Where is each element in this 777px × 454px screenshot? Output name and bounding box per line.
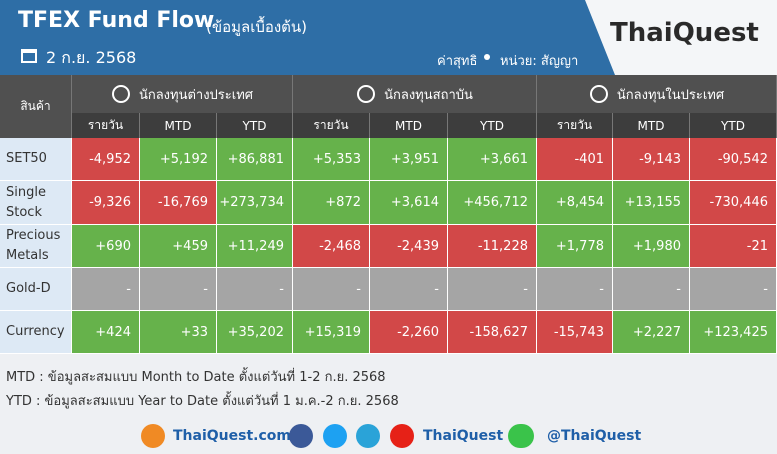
data-cell: - [72,268,140,311]
sub-header: MTD [370,113,448,138]
website-link[interactable]: ThaiQuest.com [173,428,291,444]
data-cell: +2,227 [613,311,690,354]
data-cell: +13,155 [613,181,690,225]
date: 2 ก.ย. 2568 [46,48,137,67]
subtitle: (ข้อมูลเบื้องต้น) [206,18,308,36]
group-label: นักลงทุนในประเทศ [616,87,725,103]
data-cell: +872 [293,181,370,225]
data-cell: -11,228 [448,225,537,268]
sub-header: รายวัน [293,113,370,138]
group-icon [589,85,608,103]
sub-header: รายวัน [72,113,140,138]
note: ค่าสุทธิ [437,54,478,69]
data-cell: +5,192 [140,138,217,181]
data-cell: -9,326 [72,181,140,225]
sub-header: รายวัน [537,113,613,138]
row-label: SET50 [0,138,72,181]
sub-header: YTD [217,113,293,138]
youtube-icon[interactable] [390,424,414,448]
logo-panel [585,0,777,75]
calendar-icon [21,49,37,63]
youtube-link[interactable]: ThaiQuest [423,428,504,444]
footnote: YTD : ข้อมูลสะสมแบบ Year to Date ตั้งแต่… [6,394,399,409]
group-label: นักลงทุนต่างประเทศ [138,87,254,103]
data-cell: +8,454 [537,181,613,225]
data-cell: +3,951 [370,138,448,181]
data-cell: +1,778 [537,225,613,268]
unit: หน่วย: สัญญา [500,54,579,69]
data-cell: +11,249 [217,225,293,268]
data-cell: - [140,268,217,311]
data-cell: - [448,268,537,311]
data-cell: +424 [72,311,140,354]
data-cell: +1,980 [613,225,690,268]
data-cell: +690 [72,225,140,268]
row-label: Gold-D [0,268,72,311]
footnote: MTD : ข้อมูลสะสมแบบ Month to Date ตั้งแต… [6,370,386,385]
data-cell: +86,881 [217,138,293,181]
data-cell: - [690,268,777,311]
data-cell: -15,743 [537,311,613,354]
data-cell: - [613,268,690,311]
data-cell: - [370,268,448,311]
data-cell: -9,143 [613,138,690,181]
corner-header: สินค้า [0,75,72,138]
facebook-icon[interactable] [289,424,313,448]
row-label: Precious Metals [0,225,72,268]
group-header: นักลงทุนในประเทศ [537,75,777,113]
data-cell: +5,353 [293,138,370,181]
telegram-icon[interactable] [356,424,380,448]
data-cell: +459 [140,225,217,268]
twitter-icon[interactable] [323,424,347,448]
data-cell: +273,734 [217,181,293,225]
data-cell: +3,661 [448,138,537,181]
group-icon [111,85,130,103]
group-header: นักลงทุนต่างประเทศ [72,75,293,113]
row-label: Currency [0,311,72,354]
line-link[interactable]: @ThaiQuest [547,428,642,444]
data-cell: - [537,268,613,311]
data-cell: -2,260 [370,311,448,354]
line-icon[interactable] [508,424,534,448]
data-cell: +123,425 [690,311,777,354]
group-icon [357,85,376,103]
sub-header: YTD [448,113,537,138]
dot [484,54,490,60]
data-cell: -2,439 [370,225,448,268]
group-label: นักลงทุนสถาบัน [384,87,473,103]
data-cell: -16,769 [140,181,217,225]
data-cell: +15,319 [293,311,370,354]
sub-header: YTD [690,113,777,138]
group-header: นักลงทุนสถาบัน [293,75,537,113]
row-label: Single Stock [0,181,72,225]
logo: ThaiQuest [610,18,759,48]
data-cell: +456,712 [448,181,537,225]
sub-header: MTD [140,113,217,138]
data-cell: +35,202 [217,311,293,354]
data-cell: -158,627 [448,311,537,354]
data-cell: - [293,268,370,311]
data-cell: -90,542 [690,138,777,181]
data-cell: - [217,268,293,311]
rss-icon [141,424,165,448]
data-cell: -4,952 [72,138,140,181]
data-cell: -21 [690,225,777,268]
title: TFEX Fund Flow [18,8,215,33]
data-cell: -2,468 [293,225,370,268]
data-cell: +3,614 [370,181,448,225]
data-cell: -730,446 [690,181,777,225]
data-cell: -401 [537,138,613,181]
sub-header: MTD [613,113,690,138]
data-cell: +33 [140,311,217,354]
